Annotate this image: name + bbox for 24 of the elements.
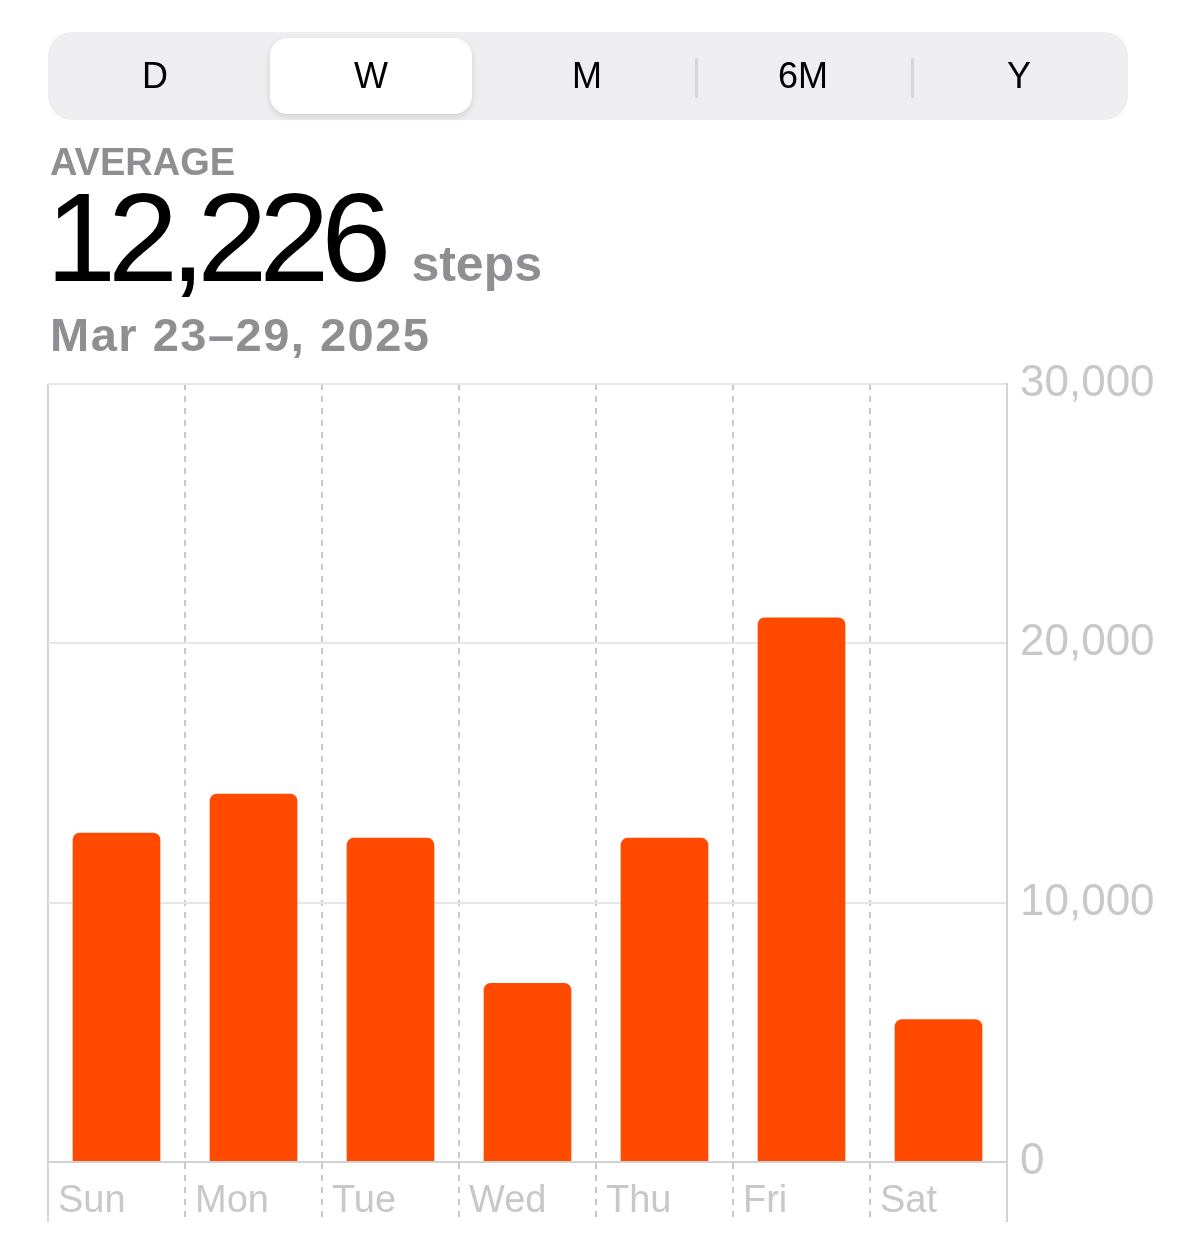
bar [757,617,846,1161]
x-tick-label: Tue [332,1178,397,1221]
bar [483,983,572,1161]
text: Mar 23–29, 2025 [50,308,431,361]
segment-label: D [141,54,169,98]
x-tick-label: Wed [469,1178,547,1221]
segment-label: M [571,54,603,98]
x-tick-label: Fri [743,1178,788,1221]
segment-label: W [354,55,388,97]
x-tick-label: Sun [58,1178,126,1221]
y-tick-label: 20,000 [1020,615,1155,665]
y-tick-label: 30,000 [1020,356,1155,406]
segment-label: Y [1006,54,1032,98]
bar [72,832,161,1161]
bar [894,1019,983,1161]
y-tick-label: 10,000 [1020,874,1155,924]
x-tick-label: Thu [606,1178,672,1221]
bar [620,837,709,1161]
x-tick-label: Mon [195,1178,269,1221]
x-tick-label: Sat [880,1178,938,1221]
y-tick-label: 0 [1020,1134,1045,1184]
bar [209,793,298,1161]
bar [346,837,435,1161]
segment-label: 6M [777,54,829,98]
